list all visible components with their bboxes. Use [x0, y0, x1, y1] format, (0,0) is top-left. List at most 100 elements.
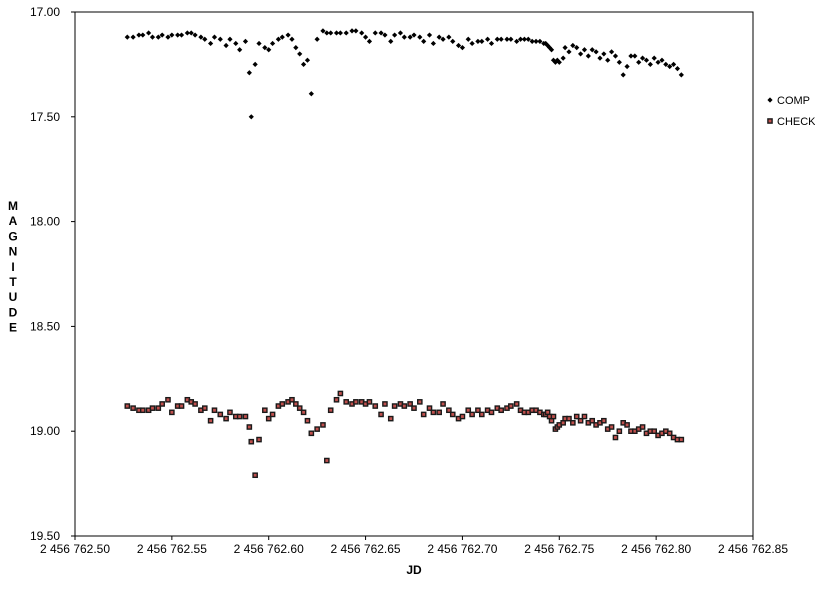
- data-point: [678, 72, 684, 78]
- y-axis-label-letter: D: [9, 305, 18, 319]
- data-point: [647, 61, 653, 67]
- data-point-inner: [344, 400, 348, 404]
- data-point-inner: [668, 431, 672, 435]
- data-point: [560, 55, 566, 61]
- data-point: [589, 47, 595, 53]
- data-point-inner: [610, 425, 613, 429]
- y-tick-label: 18.00: [30, 215, 60, 229]
- data-point-inner: [637, 427, 641, 431]
- data-point-inner: [193, 402, 197, 406]
- data-point: [165, 34, 171, 40]
- data-point: [324, 30, 330, 36]
- data-point: [184, 30, 190, 36]
- data-point: [517, 36, 524, 42]
- data-point-inner: [548, 415, 551, 418]
- data-point: [401, 34, 407, 40]
- data-point: [149, 34, 156, 40]
- data-point-inner: [309, 431, 313, 435]
- data-point: [498, 36, 504, 42]
- data-point-inner: [280, 402, 284, 406]
- data-point: [242, 38, 249, 44]
- data-point-inner: [290, 398, 294, 402]
- y-axis-label-letter: A: [9, 214, 18, 228]
- data-point: [343, 30, 349, 36]
- data-point: [533, 38, 539, 44]
- data-point: [636, 59, 642, 65]
- data-point-inner: [249, 440, 253, 444]
- data-point: [252, 61, 258, 67]
- data-point: [188, 30, 194, 36]
- data-point-inner: [629, 429, 633, 433]
- data-point-inner: [393, 404, 397, 408]
- data-point: [616, 59, 622, 65]
- data-point-inner: [509, 404, 513, 408]
- data-point-inner: [389, 417, 393, 421]
- data-point: [469, 40, 475, 47]
- data-point: [601, 51, 607, 57]
- data-point: [643, 57, 650, 63]
- data-point-inner: [131, 406, 135, 410]
- y-tick-label: 17.50: [30, 110, 60, 124]
- data-point: [624, 63, 630, 70]
- data-point-inner: [461, 415, 464, 418]
- data-point: [417, 34, 423, 40]
- data-point-inner: [329, 408, 333, 412]
- data-point: [223, 42, 229, 49]
- data-point-inner: [147, 408, 151, 412]
- y-axis-ticks: 17.00 17.50 18.00 18.50 19.00 19.50: [30, 5, 75, 543]
- data-point: [570, 42, 576, 49]
- x-tick-label: 2 456 762.75: [524, 542, 594, 556]
- y-axis-label-letter: E: [9, 321, 17, 335]
- data-point: [175, 32, 181, 38]
- data-point-inner: [567, 417, 571, 421]
- data-point: [552, 59, 559, 65]
- legend-item-check: CHECK: [767, 116, 815, 128]
- data-point: [178, 32, 185, 38]
- data-point: [349, 28, 355, 34]
- data-point-inner: [263, 408, 267, 412]
- data-point-inner: [486, 408, 490, 412]
- data-point-inner: [399, 402, 402, 406]
- data-point: [328, 30, 334, 36]
- data-point-inner: [218, 413, 222, 416]
- data-point: [485, 36, 491, 42]
- legend-item-comp: COMP: [767, 95, 810, 107]
- data-point: [337, 30, 343, 36]
- data-point-inner: [530, 408, 534, 412]
- x-tick-label: 2 456 762.55: [137, 542, 207, 556]
- data-point-inner: [428, 406, 431, 410]
- data-point-inner: [641, 425, 644, 429]
- data-point-inner: [594, 423, 598, 427]
- data-point: [198, 34, 204, 40]
- data-point-inner: [534, 408, 538, 412]
- data-point: [426, 32, 433, 38]
- data-point-inner: [447, 408, 451, 412]
- data-point: [407, 34, 413, 40]
- data-point-inner: [176, 404, 180, 408]
- plot-area: [74, 11, 754, 537]
- y-axis-label-letter: M: [8, 199, 18, 213]
- data-point: [378, 30, 384, 36]
- data-point-inner: [244, 415, 247, 418]
- data-point: [577, 51, 584, 57]
- data-point-inner: [523, 410, 526, 414]
- data-point-inner: [418, 400, 422, 404]
- data-point-inner: [656, 433, 660, 437]
- data-point: [159, 32, 165, 38]
- y-axis-label-letter: T: [9, 275, 17, 289]
- data-point-inner: [660, 431, 664, 435]
- data-point: [651, 55, 657, 61]
- data-point: [136, 32, 142, 38]
- y-axis-label-letter: I: [11, 260, 14, 274]
- data-point-inner: [338, 392, 342, 395]
- data-point: [488, 40, 495, 47]
- y-axis-label-letter: N: [9, 245, 18, 259]
- data-point-inner: [253, 473, 257, 477]
- data-point: [411, 32, 417, 38]
- data-point: [155, 34, 161, 40]
- series-comp: [124, 28, 684, 120]
- data-point: [124, 34, 130, 40]
- data-point-inner: [490, 410, 493, 414]
- data-point-inner: [306, 419, 309, 423]
- data-point: [620, 72, 626, 78]
